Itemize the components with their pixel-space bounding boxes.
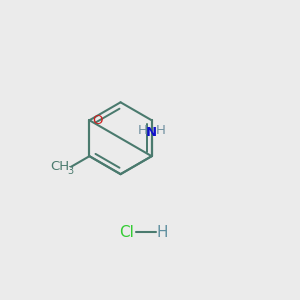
Text: CH: CH — [50, 160, 70, 173]
Text: N: N — [146, 125, 157, 139]
Text: H: H — [138, 124, 148, 137]
Text: Cl: Cl — [119, 225, 134, 240]
Text: 3: 3 — [67, 166, 73, 176]
Text: H: H — [156, 225, 167, 240]
Text: H: H — [156, 124, 165, 137]
Text: O: O — [92, 114, 103, 127]
